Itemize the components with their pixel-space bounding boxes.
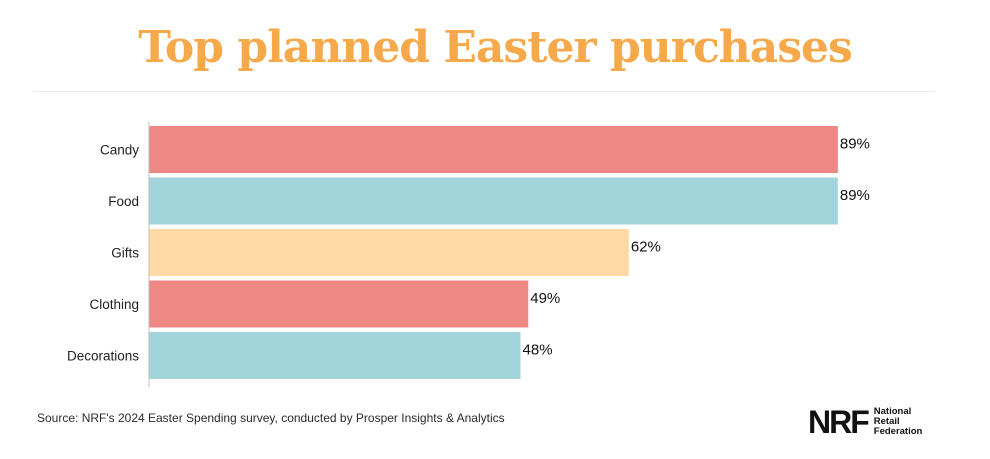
value-label-gifts: 62%	[631, 239, 661, 256]
value-label-clothing: 49%	[530, 290, 560, 307]
logo-mark: NRF	[808, 404, 870, 440]
nrf-logo: NRF National Retail Federation	[808, 405, 922, 439]
value-label-candy: 89%	[840, 136, 870, 153]
bar-decorations	[149, 332, 521, 379]
logo-line-1: National	[873, 406, 912, 417]
value-label-food: 89%	[840, 187, 870, 204]
logo-line-2: Retail	[873, 416, 900, 427]
source-note: Source: NRF's 2024 Easter Spending surve…	[37, 411, 505, 425]
logo-wordmark: National Retail Federation	[874, 407, 923, 437]
bar-candy	[149, 126, 838, 173]
bar-clothing	[149, 280, 529, 328]
category-label-decorations: Decorations	[67, 349, 139, 364]
bar-gifts	[149, 229, 629, 276]
category-label-clothing: Clothing	[89, 297, 139, 312]
title-divider	[33, 91, 935, 92]
category-label-candy: Candy	[100, 143, 139, 158]
value-label-decorations: 48%	[523, 342, 553, 359]
category-label-food: Food	[108, 194, 139, 209]
category-label-gifts: Gifts	[111, 246, 139, 261]
logo-line-3: Federation	[873, 426, 923, 437]
bar-food	[149, 177, 838, 225]
chart-title: Top planned Easter purchases	[138, 22, 853, 73]
